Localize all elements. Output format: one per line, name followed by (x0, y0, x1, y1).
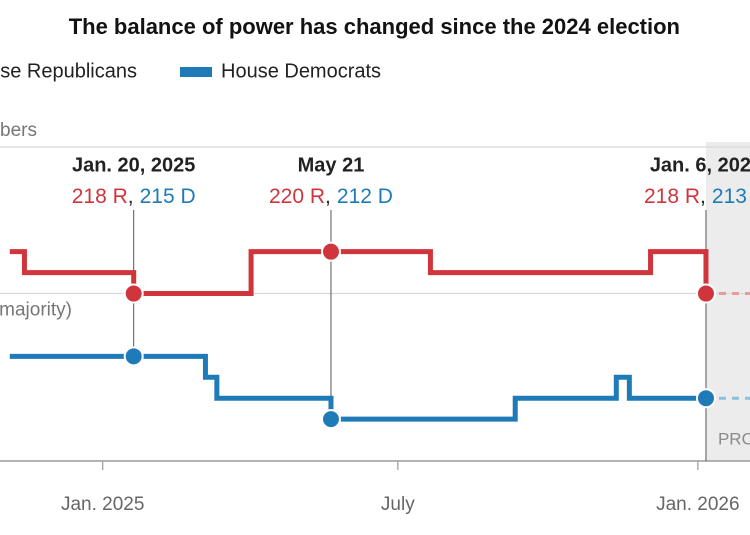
annotation-values: 218 R, 213 D (644, 185, 750, 208)
annotation-values: 218 R, 215 D (72, 185, 196, 208)
marker (320, 409, 341, 430)
x-tick-label: Jan. 2026 (656, 494, 739, 515)
y-tick-label: 225 members (0, 120, 37, 141)
annotation-values: 220 R, 212 D (269, 185, 393, 208)
dem-count: 215 D (140, 185, 196, 208)
annotation-title: Jan. 6, 2026 (650, 154, 750, 176)
projection-label: PROJECTED (718, 429, 750, 448)
separator: , (128, 185, 134, 208)
marker (695, 283, 716, 304)
legend-swatch (180, 67, 212, 77)
legend-label: House Republicans (0, 60, 137, 82)
y-tick-label: 218 (majority) (0, 300, 72, 321)
annotation-title: Jan. 20, 2025 (72, 154, 195, 176)
rep-count: 220 R (269, 185, 325, 208)
dem-count: 213 D (712, 185, 750, 208)
legend-label: House Democrats (221, 60, 381, 82)
marker (695, 388, 716, 409)
projection-shade (705, 142, 750, 461)
chart-title: The balance of power has changed since t… (69, 14, 680, 39)
separator: , (700, 185, 706, 208)
annotation-title: May 21 (298, 154, 365, 176)
marker (123, 346, 144, 367)
separator: , (325, 185, 331, 208)
series-line (9, 249, 709, 297)
series-line (9, 353, 706, 422)
marker (123, 283, 144, 304)
rep-count: 218 R (644, 185, 700, 208)
dem-count: 212 D (337, 185, 393, 208)
x-tick-label: Jan. 2025 (61, 494, 144, 515)
marker (320, 241, 341, 262)
x-tick-label: July (381, 494, 415, 515)
rep-count: 218 R (72, 185, 128, 208)
